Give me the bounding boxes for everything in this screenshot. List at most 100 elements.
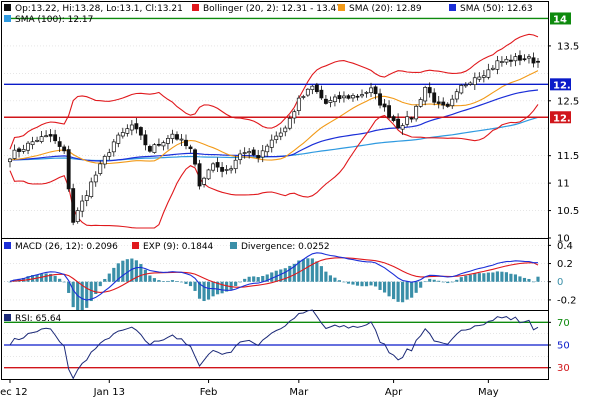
candle-body bbox=[211, 163, 216, 171]
candle-body bbox=[8, 158, 12, 163]
candle-body bbox=[21, 148, 26, 152]
divergence-bar bbox=[337, 280, 342, 282]
candle-body bbox=[292, 111, 297, 119]
price-panel-frame bbox=[1, 1, 549, 239]
candle-body bbox=[490, 67, 495, 70]
candle-body bbox=[57, 141, 62, 147]
divergence-bar bbox=[261, 275, 265, 282]
divergence-bar bbox=[410, 281, 414, 298]
candle-body bbox=[414, 105, 419, 120]
candle-body bbox=[265, 145, 270, 153]
divergence-bar bbox=[495, 271, 499, 282]
divergence-bar bbox=[464, 275, 468, 282]
price-level-label: 12.8 bbox=[553, 80, 578, 91]
candle-body bbox=[274, 135, 279, 141]
divergence-bar bbox=[351, 281, 355, 285]
candle-body bbox=[445, 103, 450, 107]
rsi-tick-label: 30 bbox=[557, 363, 570, 374]
candle-body bbox=[418, 99, 423, 107]
candle-body bbox=[287, 117, 292, 129]
divergence-bar bbox=[292, 263, 296, 282]
divergence-bar bbox=[89, 281, 93, 302]
candle-body bbox=[450, 98, 455, 107]
x-axis: Dec 12 Jan 13 Feb Mar Apr May bbox=[0, 379, 499, 398]
divergence-bar bbox=[531, 281, 536, 283]
divergence-bar bbox=[500, 271, 504, 282]
candle-body bbox=[147, 146, 152, 152]
divergence-bar bbox=[125, 259, 129, 282]
price-legend: Op:13.22, Hi:13.28, Lo:13.1, Cl:13.21 Bo… bbox=[4, 4, 533, 25]
candle-body bbox=[179, 138, 184, 141]
bollinger-upper-path bbox=[9, 33, 539, 150]
candle-body bbox=[301, 96, 306, 98]
candle-body bbox=[247, 151, 252, 154]
candle-body bbox=[175, 134, 179, 140]
candle-body bbox=[17, 148, 21, 152]
candle-body bbox=[400, 125, 405, 130]
rsi-line bbox=[9, 309, 539, 380]
divergence-bar bbox=[148, 275, 152, 282]
divergence-bar bbox=[179, 281, 184, 283]
divergence-bar bbox=[509, 273, 513, 282]
candle-body bbox=[44, 135, 49, 138]
divergence-bar bbox=[423, 281, 427, 283]
candlesticks bbox=[8, 50, 540, 226]
candle-body bbox=[369, 87, 373, 94]
candle-body bbox=[229, 168, 234, 171]
candle-body bbox=[332, 96, 337, 103]
candle-body bbox=[508, 59, 513, 62]
candle-body bbox=[138, 127, 143, 136]
candle-body bbox=[495, 60, 500, 70]
divergence-bar bbox=[206, 281, 211, 300]
divergence-bar bbox=[265, 274, 269, 282]
candle-body bbox=[481, 75, 486, 78]
divergence-bar bbox=[71, 281, 75, 308]
divergence-bar bbox=[193, 281, 197, 291]
divergence-bar bbox=[143, 269, 147, 282]
divergence-bar bbox=[188, 281, 193, 287]
candle-body bbox=[75, 210, 80, 222]
divergence-bar bbox=[522, 277, 527, 282]
candle-body bbox=[355, 95, 360, 98]
divergence-bars bbox=[8, 258, 540, 312]
candle-body bbox=[35, 139, 40, 142]
candle-body bbox=[224, 169, 229, 171]
divergence-bar bbox=[157, 280, 161, 282]
divergence-bar bbox=[94, 281, 98, 294]
divergence-bar bbox=[382, 281, 387, 293]
divergence-bar bbox=[121, 260, 125, 282]
candle-body bbox=[472, 77, 477, 85]
divergence-bar bbox=[220, 281, 224, 294]
macd-path bbox=[9, 252, 538, 301]
divergence-bar bbox=[216, 281, 220, 295]
candle-body bbox=[314, 84, 319, 93]
price-panel: 14 12.8 12.2 10 10.5 11 11.5 12.5 13.5 Op:13.22… bbox=[1, 1, 579, 245]
candle-body bbox=[405, 116, 410, 125]
candle-body bbox=[468, 82, 473, 85]
candle-body bbox=[66, 149, 71, 190]
divergence-bar bbox=[252, 276, 256, 282]
divergence-bar bbox=[419, 281, 423, 288]
candle-body bbox=[84, 195, 89, 201]
candle-body bbox=[346, 95, 351, 99]
divergence-bar bbox=[468, 274, 472, 282]
divergence-bar bbox=[491, 272, 495, 282]
candle-body bbox=[486, 69, 491, 78]
price-level-label: 12.2 bbox=[553, 113, 578, 124]
macd-tick-label: 0.2 bbox=[557, 259, 573, 270]
candle-body bbox=[107, 152, 112, 157]
divergence-bar bbox=[139, 264, 143, 282]
x-tick-label: May bbox=[478, 387, 499, 398]
divergence-bar bbox=[446, 281, 450, 284]
divergence-bar bbox=[197, 281, 202, 299]
candle-body bbox=[382, 103, 387, 108]
divergence-bar bbox=[527, 278, 531, 282]
candle-body bbox=[184, 139, 188, 147]
divergence-bar bbox=[44, 273, 48, 282]
candle-body bbox=[143, 134, 148, 146]
divergence-bar bbox=[76, 281, 80, 312]
candle-body bbox=[80, 200, 85, 212]
candle-body bbox=[197, 163, 202, 187]
divergence-bar bbox=[536, 276, 540, 282]
